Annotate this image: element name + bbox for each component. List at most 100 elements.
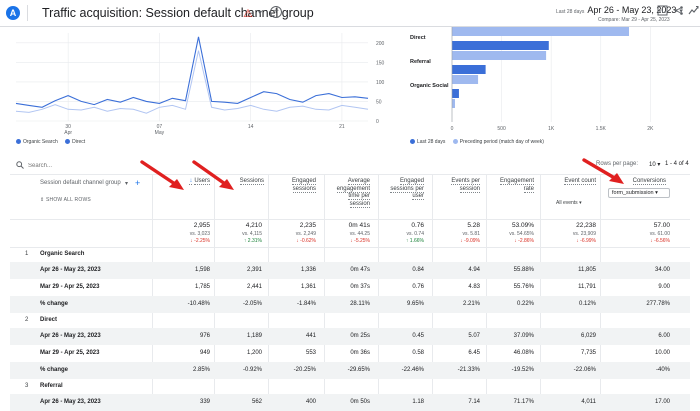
category-label: Organic Social [410,83,449,89]
red-arrow-annotation [140,160,184,190]
column-header-label: Engagement rate [499,178,534,193]
total-change: ↓ -0.62% [296,238,316,244]
total-value: 53.09% [511,222,534,229]
column-header-avg-engagement-time[interactable]: Average engagement time per session [332,178,370,208]
bar-direct [452,51,547,60]
table-cell: 1,189 [246,333,262,339]
column-header-engagement-rate[interactable]: Engagement rate [496,178,534,193]
total-value: 0.76 [411,222,424,229]
y-tick-label: 50 [376,99,382,105]
chevron-down-icon: ▾ [579,200,582,206]
row-label: Apr 26 - May 23, 2023 [40,333,101,339]
date-range-picker[interactable]: Last 28 days Apr 26 - May 23, 2023 ▾ [556,5,683,15]
table-cell: 1.18 [412,399,424,405]
y-tick-label: 100 [376,80,385,86]
x-tick-label: 30 [65,124,71,130]
column-header-sessions[interactable]: Sessions [216,178,264,186]
column-header-users[interactable]: ↓ Users [156,178,210,186]
totals-row: 2,955 vs. 3,023 ↓ -2.25% 4,210 vs. 4,115… [10,219,690,247]
table-cell: 1,785 [194,284,210,290]
table-cell: -10.48% [187,301,210,307]
compare-icon[interactable] [657,5,668,19]
table-cell: 0.12% [578,301,596,307]
table-cell: 562 [251,399,262,405]
column-divider [152,175,153,411]
table-row[interactable]: Apr 26 - May 23, 2023 976 1,189 441 0m 25s 0.… [10,328,690,345]
total-change: ↓ -5.25% [350,238,370,244]
divider [10,247,690,248]
date-range-value: Apr 26 - May 23, 2023 [587,5,677,15]
table-cell: 2,391 [246,267,262,273]
y-tick-label: 150 [376,60,385,66]
table-cell: 0.58 [412,350,424,356]
table-row[interactable]: % change 2.85% -0.92% -20.25% -29.65% -22.46%… [10,362,690,379]
chevron-down-icon: ▾ [679,8,683,15]
column-header-engaged-sessions[interactable]: Engaged sessions [280,178,316,193]
rows-per-page-select[interactable]: 10 ▾ [649,161,660,168]
table-group-row[interactable]: 1 Organic Search [10,247,690,262]
legend-item[interactable]: Direct [65,139,85,145]
total-value: 4,210 [245,222,262,229]
table-cell: -22.06% [573,367,596,373]
table-cell: -19.52% [511,367,534,373]
column-divider [214,175,215,411]
bar-organic-social [452,89,459,98]
warning-triangle-icon[interactable]: ⚠ [243,8,253,20]
table-group-row[interactable]: 3 Referral [10,379,690,394]
red-arrow-annotation [192,160,234,190]
table-group-row[interactable]: 2 Direct [10,313,690,328]
search-icon[interactable] [16,161,24,171]
table-cell: 0m 37s [350,284,370,290]
dimension-header[interactable]: Session default channel group [40,180,121,186]
analytics-logo-icon[interactable]: A [6,6,20,20]
chevron-down-icon[interactable]: ▾ [258,8,263,17]
table-cell: 0.84 [412,267,424,273]
show-all-rows-button[interactable]: ⇕ SHOW ALL ROWS [40,197,91,203]
event-count-filter[interactable]: All events ▾ [556,200,582,206]
legend-swatch [410,139,415,144]
chevron-down-icon[interactable]: ▾ [125,181,129,187]
x-tick-label: 21 [339,124,345,130]
table-row[interactable]: Apr 26 - May 23, 2023 1,598 2,391 1,336 0m 4… [10,262,690,279]
total-change: ↓ -2.25% [190,238,210,244]
chevron-down-icon: ▾ [657,162,661,168]
legend-item[interactable]: Organic Search [16,139,58,145]
pagination[interactable]: 1 - 4 of 4 [665,161,689,167]
conversion-event-select[interactable]: form_submission ▾ [608,188,670,198]
column-header-conversions[interactable]: Conversions [616,178,666,186]
table-row[interactable]: % change -10.48% -2.05% -1.84% 28.11% 9.65% 2.… [10,296,690,313]
legend-swatch [65,139,71,144]
table-cell: 9.00 [658,284,670,290]
column-header-label: Event count [564,178,596,185]
table-cell: -21.33% [457,367,480,373]
column-header-events-per-session[interactable]: Events per session [442,178,480,193]
legend-item[interactable]: Last 28 days [410,139,445,145]
legend-label: Preceding period (match day of week) [459,139,544,145]
table-row[interactable]: Apr 26 - May 23, 2023 339 562 400 0m 50s 1.18… [10,394,690,411]
column-header-engaged-sessions-per-user[interactable]: Engaged sessions per user [390,178,424,201]
column-header-event-count[interactable]: Event count [550,178,596,186]
table-row[interactable]: Mar 29 - Apr 25, 2023 949 1,200 553 0m 36s 0.… [10,345,690,362]
total-compare: vs. 23,909 [572,231,596,237]
add-comparison-icon[interactable]: + [270,6,282,18]
add-dimension-icon[interactable]: + [135,178,141,188]
red-arrow-annotation [582,158,624,184]
column-header-label: Average engagement time per session [336,178,370,208]
insights-icon[interactable] [688,5,699,19]
table-cell: 0.22% [516,301,534,307]
legend-item[interactable]: Preceding period (match day of week) [452,139,544,145]
legend-swatch [16,139,21,144]
x-tick-label: 500 [497,126,506,132]
share-icon[interactable] [673,5,684,19]
table-cell: 17.00 [654,399,670,405]
total-change: ↓ -6.99% [576,238,596,244]
x-tick-label: 0 [451,126,454,132]
total-compare: vs. 5.81 [462,231,480,237]
total-change: ↓ -2.86% [514,238,534,244]
table-row[interactable]: Mar 29 - Apr 25, 2023 1,785 2,441 1,361 0m 3… [10,279,690,296]
table-cell: 0m 50s [350,399,370,405]
legend-label: Direct [72,139,86,145]
search-input[interactable] [28,160,148,171]
rows-per-page-value: 10 [649,162,656,168]
column-header-label: Sessions [239,178,264,185]
